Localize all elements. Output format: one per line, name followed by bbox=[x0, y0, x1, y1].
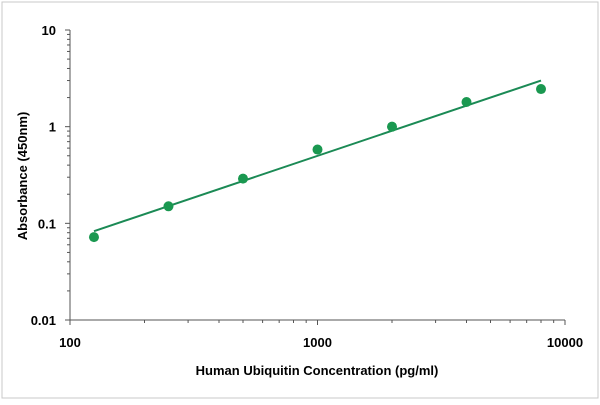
tick-labels-layer: 0.01 0.1 1 10 100 1000 10000 bbox=[31, 23, 583, 350]
data-point bbox=[387, 121, 398, 132]
data-point bbox=[163, 201, 174, 212]
data-point bbox=[536, 84, 547, 95]
y-tick-label: 1 bbox=[49, 120, 56, 135]
y-axis-title: Absorbance (450nm) bbox=[15, 112, 30, 241]
y-tick-label: 10 bbox=[42, 23, 56, 38]
y-tick-label: 0.1 bbox=[38, 216, 56, 231]
x-tick-label: 10000 bbox=[547, 335, 583, 350]
axes bbox=[65, 29, 566, 325]
data-point bbox=[88, 232, 99, 243]
data-point bbox=[312, 144, 323, 155]
x-tick-label: 100 bbox=[59, 335, 81, 350]
data-points-layer bbox=[88, 84, 547, 243]
y-tick-label: 0.01 bbox=[31, 313, 56, 328]
x-axis-title: Human Ubiquitin Concentration (pg/ml) bbox=[196, 363, 439, 378]
data-point bbox=[237, 173, 248, 184]
chart-frame bbox=[1, 1, 599, 399]
x-tick-label: 1000 bbox=[303, 335, 332, 350]
data-point bbox=[461, 96, 472, 107]
